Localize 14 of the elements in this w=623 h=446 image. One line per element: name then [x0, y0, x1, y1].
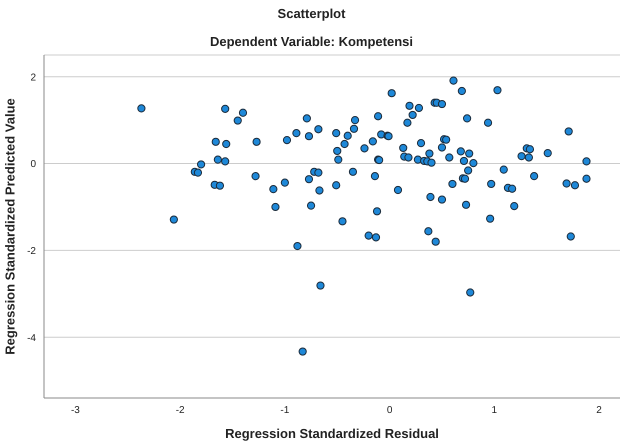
y-axis-title: Regression Standardized Predicted Value [2, 98, 18, 355]
chart-title: Scatterplot [276, 6, 346, 21]
x-tick-label: -3 [70, 405, 80, 416]
x-tick-label: 0 [386, 405, 393, 416]
x-tick-label: -1 [280, 405, 290, 416]
chart-subtitle: Dependent Variable: Kompetensi [209, 34, 414, 49]
y-tick-label: -2 [27, 246, 36, 257]
y-tick-label: 0 [30, 159, 36, 170]
x-tick-label: -2 [176, 405, 186, 416]
x-tick-label: 2 [596, 405, 602, 416]
y-tick-label: -4 [27, 332, 36, 344]
x-tick-label: 1 [492, 405, 498, 416]
y-tick-label: 2 [30, 72, 36, 84]
x-axis-title: Regression Standardized Residual [225, 426, 439, 441]
